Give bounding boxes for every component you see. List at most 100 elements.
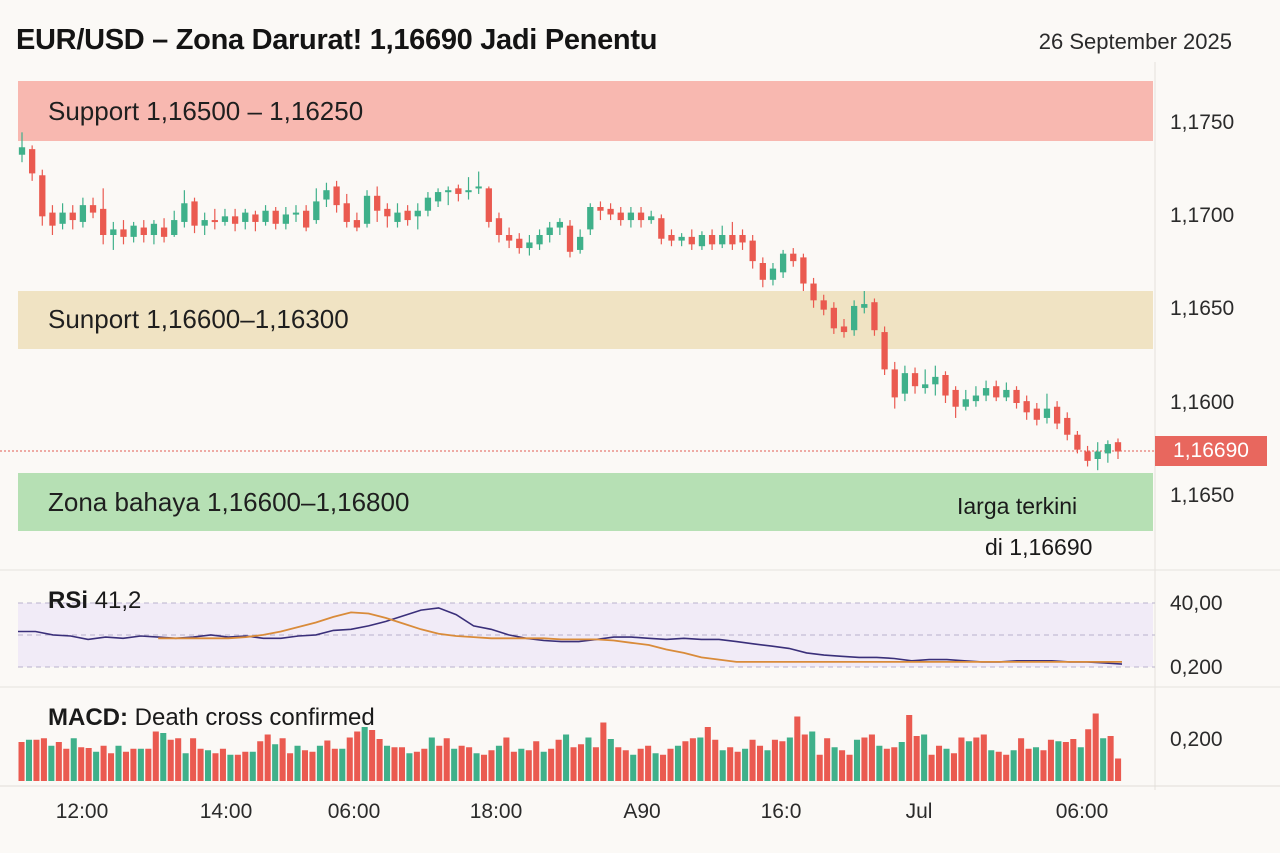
candle-down (911, 373, 919, 387)
candle-down (100, 208, 107, 235)
candle-down (29, 149, 36, 174)
macd-bar (227, 754, 234, 781)
macd-bar (764, 750, 771, 781)
macd-bar (600, 722, 607, 781)
candle-down (1033, 408, 1040, 420)
macd-bar (1100, 738, 1107, 781)
macd-bar (518, 748, 525, 781)
macd-bar (689, 738, 696, 781)
candle-up (150, 223, 158, 235)
macd-bar (279, 738, 286, 781)
candle-up (363, 195, 371, 224)
macd-bar (868, 734, 875, 781)
macd-bar (928, 754, 935, 781)
candle-down (800, 257, 807, 284)
candle-down (1084, 451, 1091, 461)
macd-bar (1077, 747, 1084, 781)
macd-bar (816, 754, 823, 781)
rsi-axis-label: 40,00 (1170, 592, 1223, 615)
macd-text: Death cross confirmed (134, 704, 375, 731)
macd-bar (100, 745, 107, 781)
candle-up (1094, 451, 1101, 459)
macd-bar (294, 745, 301, 781)
x-tick-label: Jul (905, 800, 933, 823)
macd-bar (1092, 713, 1099, 781)
candle-up (922, 384, 929, 389)
macd-bar (898, 742, 905, 781)
candle-up (475, 186, 482, 189)
candle-down (759, 263, 766, 280)
candle-down (708, 235, 716, 245)
candle-down (191, 201, 198, 226)
macd-bar (272, 744, 279, 781)
candle-down (231, 216, 239, 224)
candle-down (993, 386, 1000, 398)
candle-up (1104, 444, 1111, 454)
macd-bar (369, 730, 376, 781)
macd-bar (331, 748, 338, 781)
candle-down (39, 175, 46, 217)
candle-down (840, 326, 848, 333)
macd-bar (316, 745, 323, 781)
candle-up (678, 236, 685, 241)
macd-bar (839, 750, 846, 781)
macd-bar (794, 716, 801, 781)
macd-bar (152, 731, 159, 781)
candle-down (566, 225, 574, 252)
macd-bar (630, 754, 637, 781)
candle-down (942, 375, 949, 396)
macd-bar (779, 741, 786, 781)
candle-down (790, 253, 797, 262)
macd-bar (585, 737, 592, 781)
candle-down (810, 283, 817, 301)
candle-down (871, 302, 878, 331)
candle-down (739, 235, 746, 243)
macd-bar (503, 737, 510, 781)
macd-bar (921, 734, 928, 781)
candle-down (384, 208, 391, 217)
macd-bar (846, 754, 853, 781)
macd-bar (1115, 758, 1122, 781)
candle-down (343, 203, 350, 222)
macd-bar (346, 737, 353, 781)
candle-up (465, 190, 472, 193)
candle-down (1013, 389, 1020, 403)
candle-down (1074, 434, 1081, 450)
candle-up (577, 236, 584, 250)
macd-bar (876, 745, 883, 781)
macd-bar (93, 751, 100, 781)
macd-bar (995, 751, 1002, 781)
macd-bar (264, 734, 271, 781)
candle-down (1114, 442, 1122, 452)
macd-bar (361, 727, 368, 781)
macd-bar (622, 750, 629, 781)
candle-down (211, 220, 218, 223)
candle-down (120, 229, 127, 237)
macd-bar (108, 753, 115, 781)
candle-down (455, 188, 462, 194)
candle-up (171, 220, 178, 235)
candle-up (556, 221, 563, 228)
macd-bar (809, 731, 816, 781)
macd-bar (473, 753, 480, 781)
zone-label-sunport: Sunport 1,16600–1,16300 (48, 304, 349, 334)
current-price-note-line2: di 1,16690 (985, 534, 1093, 560)
y-tick-label: 1,1750 (1170, 111, 1235, 134)
macd-bar (324, 740, 331, 781)
macd-bar (950, 753, 957, 781)
macd-bar (734, 751, 741, 781)
macd-bar (190, 738, 197, 781)
macd-bar (145, 748, 152, 781)
x-tick-label: A90 (623, 800, 661, 823)
candle-up (262, 210, 269, 222)
macd-bar (1032, 747, 1040, 781)
candle-down (516, 238, 523, 249)
macd-bar (376, 739, 383, 781)
macd-bar (577, 744, 585, 781)
chart-date: 26 September 2025 (1038, 29, 1232, 54)
macd-bar (78, 747, 85, 781)
candle-up (110, 229, 117, 235)
macd-bar (488, 750, 495, 781)
macd-bar (563, 734, 570, 781)
